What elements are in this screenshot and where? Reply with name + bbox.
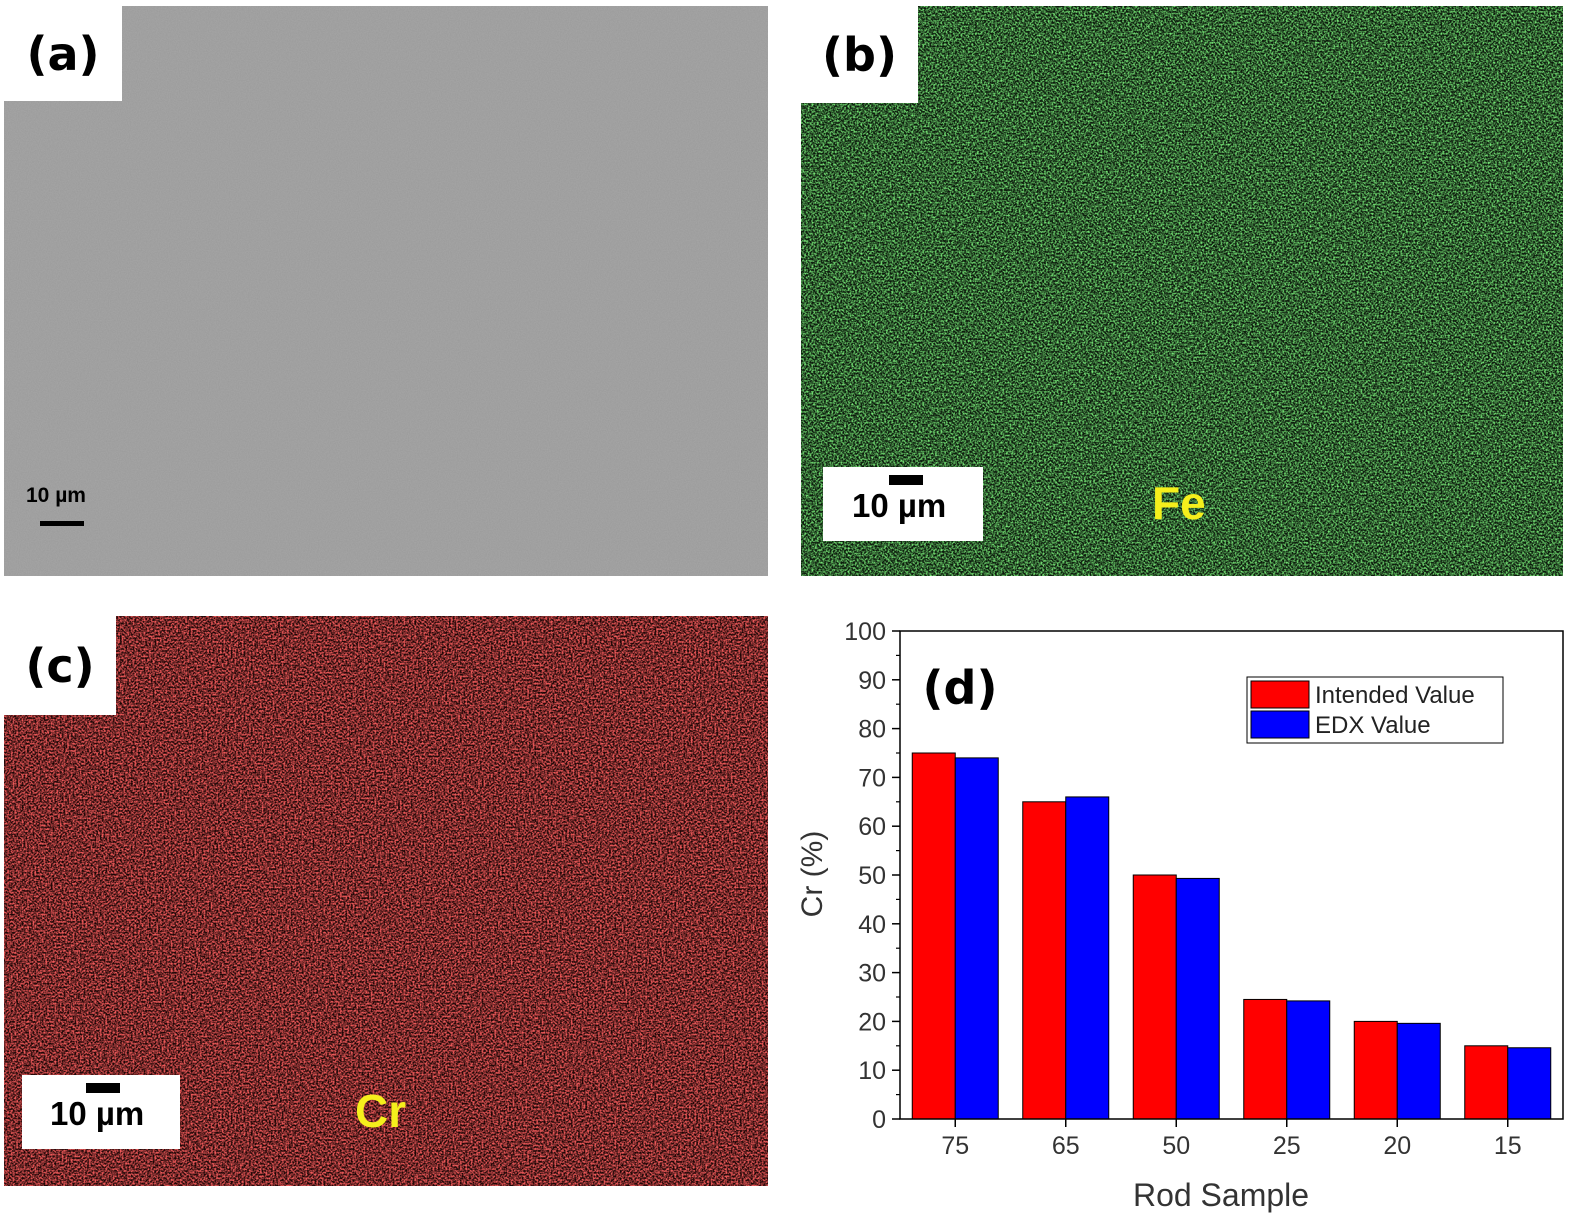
fe-map-panel: 10 µm Fe bbox=[801, 6, 1563, 576]
panel-label-c: (c) bbox=[4, 616, 116, 715]
scalebar-b bbox=[889, 475, 923, 485]
bar-edx-25 bbox=[1286, 1000, 1331, 1120]
y-tick-label: 70 bbox=[858, 764, 886, 792]
y-tick-label: 0 bbox=[872, 1106, 886, 1134]
panel-label-a: (a) bbox=[4, 6, 122, 101]
legend-swatch bbox=[1250, 710, 1310, 739]
plot-frame bbox=[899, 630, 1564, 1120]
legend-entry-label: Intended Value bbox=[1315, 682, 1475, 709]
y-tick-label: 80 bbox=[858, 716, 886, 744]
legend: Intended Value EDX Value bbox=[1246, 676, 1504, 744]
bar-edx-75 bbox=[954, 757, 999, 1120]
panel-label-d: (d) bbox=[923, 661, 998, 715]
element-label-fe: Fe bbox=[1152, 477, 1206, 529]
element-label-cr: Cr bbox=[355, 1085, 407, 1137]
x-tick-label: 20 bbox=[1383, 1132, 1411, 1160]
y-axis-ticks: 0 10 20 30 40 50 60 70 80 90 100 bbox=[844, 618, 900, 1134]
scalebar-c bbox=[86, 1083, 120, 1093]
sem-texture bbox=[4, 6, 768, 576]
panel-label-b: (b) bbox=[801, 6, 918, 103]
bar-intended-25 bbox=[1243, 998, 1288, 1120]
y-tick-label: 60 bbox=[858, 813, 886, 841]
y-tick-label: 100 bbox=[844, 618, 886, 646]
scalebar-a bbox=[40, 521, 84, 526]
x-axis-ticks: 75 65 50 25 20 15 bbox=[941, 1119, 1522, 1160]
y-tick-label: 50 bbox=[858, 862, 886, 890]
x-tick-label: 15 bbox=[1494, 1132, 1522, 1160]
y-tick-label: 90 bbox=[858, 667, 886, 695]
legend-swatch bbox=[1250, 680, 1310, 709]
bar-intended-75 bbox=[911, 752, 956, 1120]
x-axis-label: Rod Sample bbox=[1133, 1177, 1309, 1213]
bar-intended-20 bbox=[1353, 1020, 1398, 1120]
bar-intended-50 bbox=[1132, 874, 1177, 1120]
bar-edx-50 bbox=[1175, 877, 1220, 1120]
scalebar-box-b: 10 µm bbox=[823, 467, 983, 541]
legend-entry-label: EDX Value bbox=[1315, 712, 1431, 739]
x-tick-label: 65 bbox=[1052, 1132, 1080, 1160]
scalebar-label-c: 10 µm bbox=[50, 1095, 145, 1132]
y-tick-label: 10 bbox=[858, 1057, 886, 1085]
bars-group bbox=[911, 752, 1552, 1120]
y-tick-label: 30 bbox=[858, 960, 886, 988]
bar-intended-15 bbox=[1464, 1045, 1509, 1120]
bar-edx-15 bbox=[1507, 1047, 1552, 1120]
y-tick-label: 20 bbox=[858, 1008, 886, 1036]
scalebar-label-b: 10 µm bbox=[852, 487, 947, 524]
bar-edx-20 bbox=[1396, 1022, 1441, 1120]
y-axis-label: Cr (%) bbox=[796, 831, 829, 918]
x-tick-label: 75 bbox=[941, 1132, 969, 1160]
x-tick-label: 50 bbox=[1162, 1132, 1190, 1160]
x-tick-label: 25 bbox=[1273, 1132, 1301, 1160]
sem-micrograph-panel: 10 µm bbox=[4, 6, 768, 576]
scalebar-label-a: 10 µm bbox=[26, 484, 86, 507]
scalebar-box-c: 10 µm bbox=[22, 1075, 180, 1149]
bar-edx-65 bbox=[1065, 796, 1110, 1120]
y-tick-label: 40 bbox=[858, 911, 886, 939]
cr-map-panel: 10 µm Cr bbox=[4, 616, 768, 1186]
bar-intended-65 bbox=[1022, 801, 1067, 1120]
